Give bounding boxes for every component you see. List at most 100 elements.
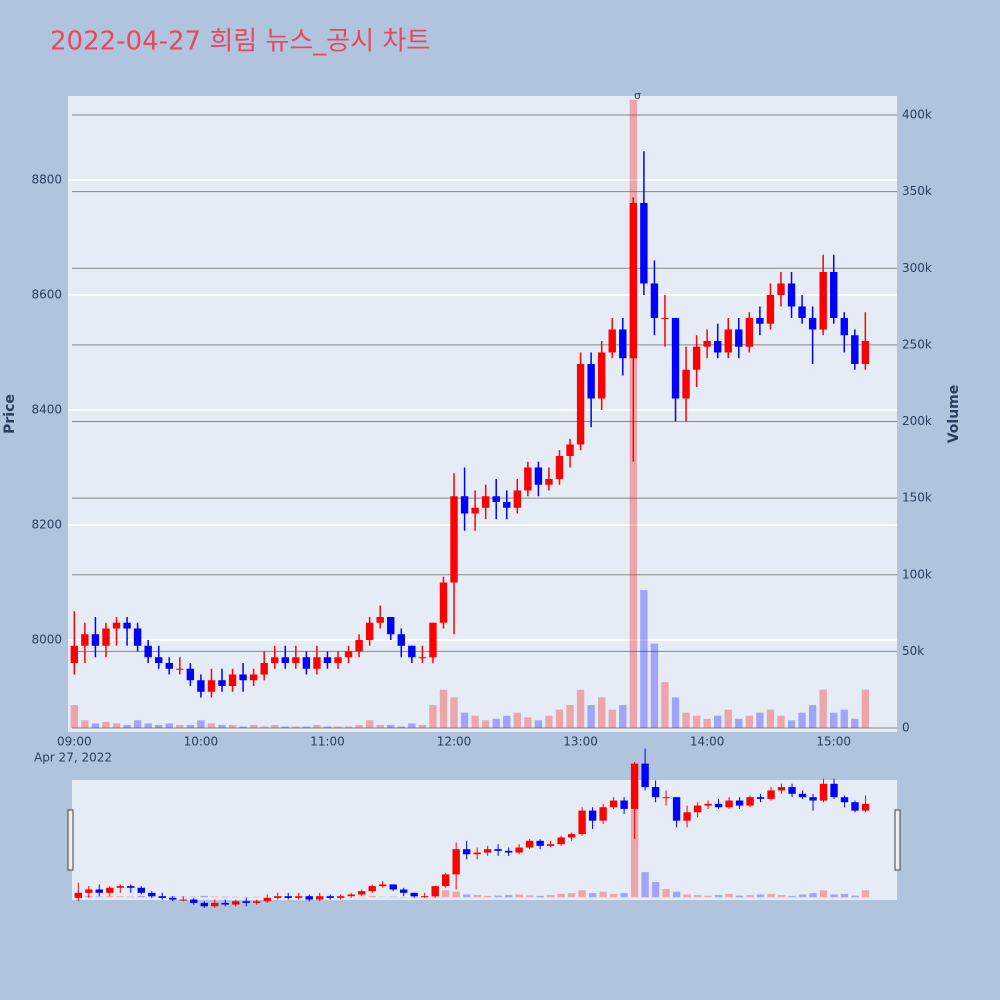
slider-candle-body (735, 800, 744, 806)
candle-body (271, 657, 279, 663)
plot-area (68, 96, 897, 732)
slider-volume-bar (578, 890, 586, 898)
slider-candle-body (515, 847, 523, 853)
slider-candle-body (704, 803, 712, 806)
y2-axis-label: Volume (946, 385, 962, 444)
volume-bar (640, 590, 648, 729)
slider-candle-body (504, 850, 513, 853)
y2-tick-label: 250k (902, 337, 932, 351)
slider-candle-body (441, 874, 450, 887)
candle-body (144, 645, 152, 658)
slider-volume-bar (221, 896, 229, 898)
slider-volume-bar (253, 896, 261, 898)
slider-candle-body (263, 897, 271, 902)
candle-body (851, 335, 859, 364)
volume-bar (576, 689, 585, 729)
slider-candle-body (431, 886, 439, 897)
candle-body (745, 317, 754, 347)
slider-candle-body (378, 884, 387, 887)
slider-candle-body (347, 894, 355, 897)
slider-candle-body (861, 803, 870, 811)
volume-bar (334, 726, 342, 729)
slider-volume-bar (746, 895, 754, 898)
candle-body (766, 294, 775, 324)
slider-candle-body (819, 783, 828, 801)
candle-body (81, 634, 89, 646)
volume-bar (70, 705, 79, 729)
slider-candle-body (756, 797, 765, 799)
volume-bar (619, 705, 627, 729)
volume-bar (91, 723, 100, 729)
slider-volume-bar (651, 881, 660, 898)
candle-body (91, 634, 100, 646)
slider-candle-body (190, 899, 198, 903)
slider-volume-bar (504, 895, 513, 898)
slider-candle-body (316, 896, 324, 900)
slider-candle-body (284, 896, 292, 898)
candle-body (524, 467, 532, 491)
volume-bar (155, 724, 163, 729)
candle-body (450, 496, 458, 583)
volume-bar (777, 715, 785, 729)
volume-bar (471, 715, 479, 729)
slider-candle-body (851, 802, 859, 811)
slider-candle-body (693, 805, 702, 813)
volume-bar (724, 709, 732, 729)
slider-candle-body (651, 787, 660, 798)
candle-body (629, 202, 638, 359)
y-tick-label: 8200 (31, 517, 62, 531)
y-tick-label: 8000 (31, 632, 62, 646)
slider-candle-body (641, 763, 649, 788)
volume-bar (861, 689, 870, 729)
range-handle[interactable] (894, 809, 901, 871)
slider-volume-bar (819, 890, 828, 898)
slider-candle-body (85, 889, 93, 893)
volume-bar (819, 689, 827, 729)
x-tick-label: 10:00 (184, 735, 219, 749)
volume-bar (313, 724, 321, 729)
y2-tick-label: 400k (902, 108, 932, 122)
candle-body (387, 616, 395, 635)
slider-candle-body (211, 902, 219, 907)
volume-bar (851, 718, 859, 729)
candle-body (840, 317, 848, 336)
slider-candle-body (714, 803, 723, 808)
candle-body (133, 628, 142, 646)
slider-candle-body (788, 787, 796, 794)
volume-bar (439, 689, 448, 729)
candle-body (787, 283, 796, 307)
slider-candle-body (358, 891, 366, 895)
volume-bar (197, 720, 205, 729)
y2-tick-label: 300k (902, 261, 932, 275)
slider-candle-body (725, 800, 733, 808)
volume-bar (418, 724, 427, 729)
volume-bar (745, 715, 754, 729)
volume-bar (344, 726, 353, 729)
volume-bar (102, 721, 110, 729)
candle-body (682, 369, 690, 399)
slider-volume-bar (358, 896, 366, 898)
slider-candle-body (798, 793, 807, 798)
slider-volume-bar (190, 896, 198, 898)
candle-body (355, 639, 363, 652)
candle-body (587, 363, 595, 399)
range-handle[interactable] (67, 809, 74, 871)
volume-bar (756, 712, 764, 729)
slider-candle-body (588, 810, 597, 821)
slider-volume-bar (840, 893, 849, 898)
volume-bar (545, 715, 553, 729)
slider-volume-bar (368, 895, 376, 898)
slider-candle-body (599, 807, 607, 821)
candle-body (619, 329, 627, 359)
slider-candle-body (840, 797, 849, 803)
volume-bar (735, 718, 743, 729)
slider-candle-body (546, 844, 555, 846)
slider-candle-body (420, 896, 429, 898)
slider-volume-bar (200, 895, 208, 898)
candle-body (650, 283, 659, 318)
candle-body (292, 657, 300, 663)
volume-bar (302, 726, 311, 729)
x-tick-label: 13:00 (563, 735, 598, 749)
slider-candle-body (536, 840, 544, 846)
